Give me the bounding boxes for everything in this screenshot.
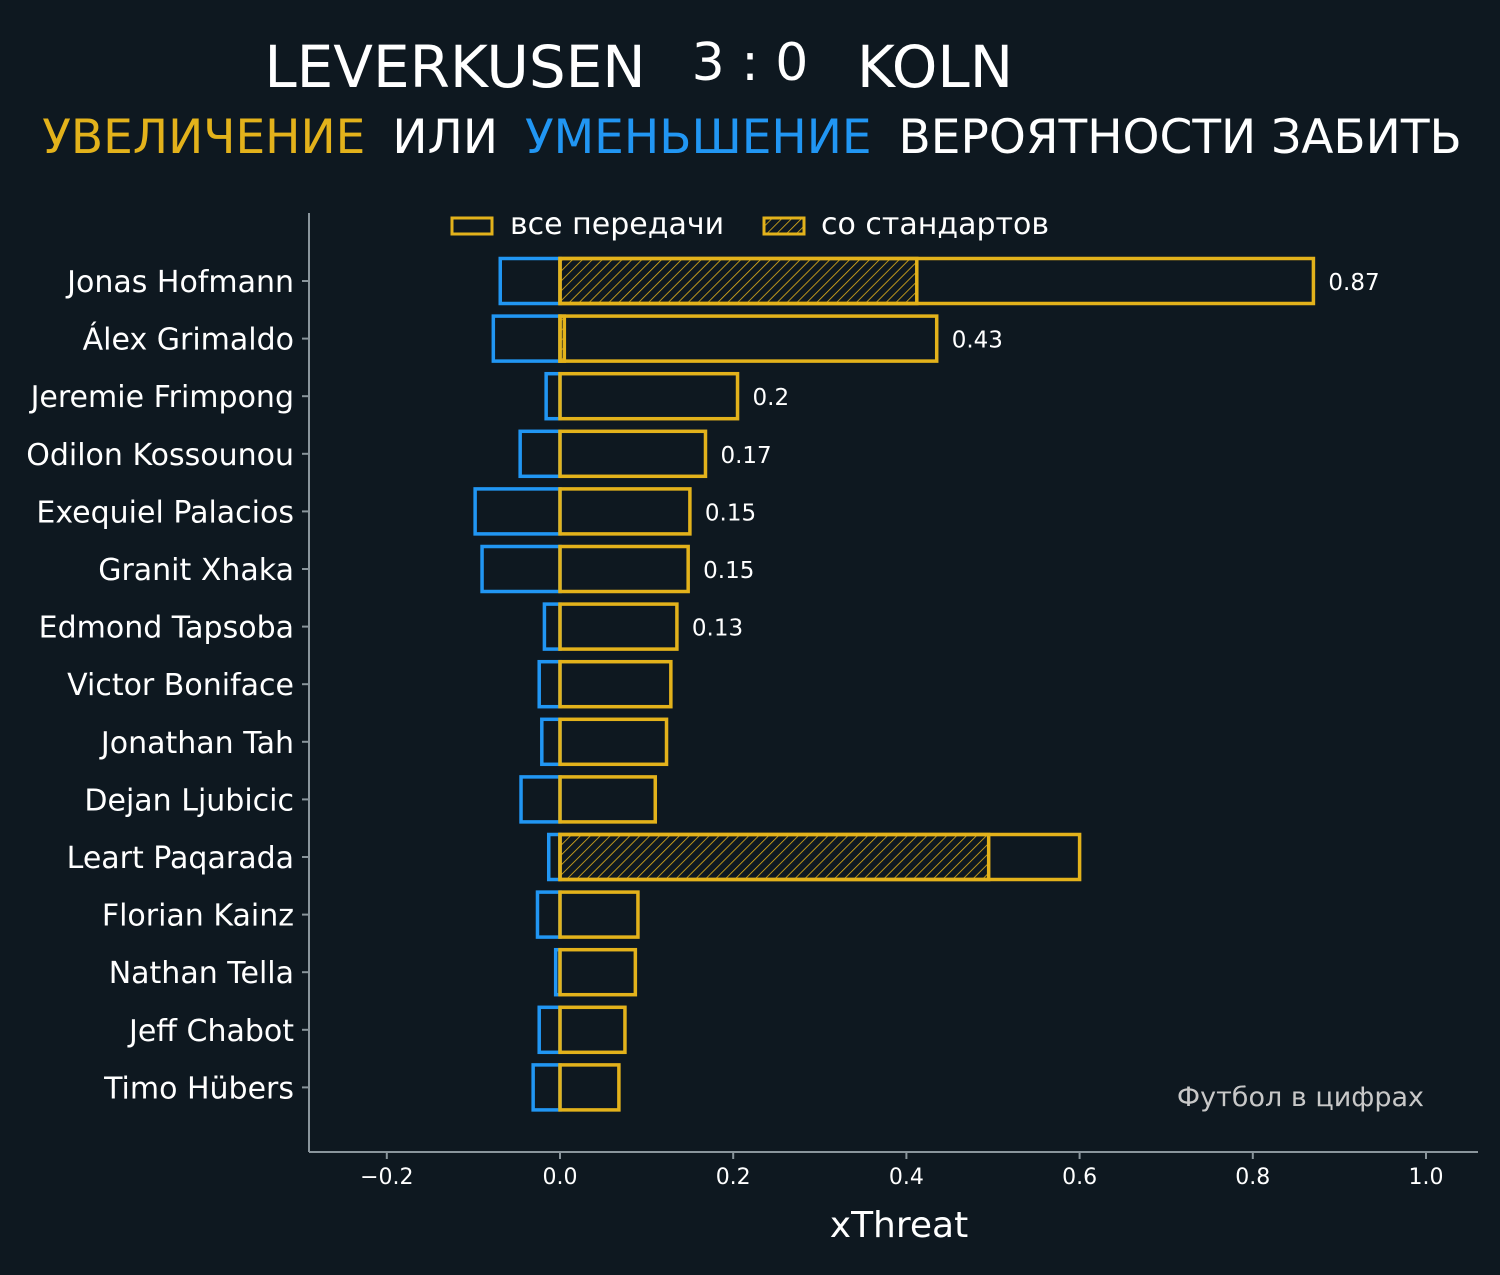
- legend-swatch-all-passes: [450, 216, 494, 236]
- player-label-jonas-hofmann: Jonas Hofmann: [65, 265, 294, 300]
- bar-positive-jonathan-tah: [558, 717, 669, 767]
- value-label-odilon-kossounou: 0.17: [720, 443, 771, 469]
- value-label-alex-grimaldo: 0.43: [952, 328, 1003, 354]
- bar-set-pieces-leart-paqarada: [558, 832, 991, 882]
- bar-positive-alex-grimaldo: [558, 314, 939, 363]
- value-label-edmond-tapsoba: 0.13: [692, 616, 743, 642]
- player-label-timo-hubers: Timo Hübers: [103, 1071, 294, 1106]
- away-team-title: KOLN: [857, 33, 1013, 101]
- score-title: 3 : 0: [692, 33, 809, 93]
- bar-negative-jonathan-tah: [540, 717, 562, 767]
- value-label-exequiel-palacios: 0.15: [705, 500, 756, 526]
- value-label-granit-xhaka: 0.15: [703, 558, 754, 584]
- x-tick-label: −0.2: [360, 1165, 413, 1190]
- value-label-jonas-hofmann: 0.87: [1328, 270, 1379, 296]
- x-tick-label: 0.6: [1062, 1165, 1097, 1190]
- bar-positive-exequiel-palacios: [558, 487, 692, 536]
- bar-negative-odilon-kossounou: [518, 429, 562, 479]
- bar-positive-jeremie-frimpong: [558, 371, 740, 421]
- bar-negative-jonas-hofmann: [498, 256, 562, 306]
- bar-negative-florian-kainz: [535, 890, 562, 939]
- x-tick-label: 0.4: [889, 1165, 924, 1190]
- bar-positive-victor-boniface: [558, 659, 673, 709]
- y-tick-labels: Jonas Hofmann Álex Grimaldo Jeremie Frimpo…: [26, 265, 309, 1106]
- home-team-title: LEVERKUSEN: [264, 33, 645, 101]
- x-ticks: −0.2 0.0 0.2 0.4 0.6 0.8 1.0: [360, 1152, 1444, 1190]
- subtitle-or: ИЛИ: [392, 110, 498, 165]
- bar-positive-odilon-kossounou: [558, 429, 708, 479]
- bars: [473, 256, 1316, 1112]
- bar-negative-victor-boniface: [537, 659, 562, 709]
- legend-label-set-pieces: со стандартов: [821, 207, 1049, 242]
- player-label-edmond-tapsoba: Edmond Tapsoba: [39, 611, 294, 646]
- x-tick-label: 0.0: [543, 1165, 578, 1190]
- player-label-odilon-kossounou: Odilon Kossounou: [26, 438, 294, 473]
- bar-negative-exequiel-palacios: [473, 487, 562, 536]
- bar-positive-dejan-ljubicic: [558, 775, 658, 824]
- bar-negative-jeff-chabot: [537, 1005, 562, 1055]
- bar-set-pieces-jonas-hofmann: [558, 256, 919, 306]
- bar-positive-timo-hubers: [558, 1063, 621, 1112]
- value-labels: 0.87 0.43 0.2 0.17 0.15 0.15 0.13: [692, 270, 1380, 642]
- bar-negative-granit-xhaka: [480, 544, 562, 594]
- bar-negative-dejan-ljubicic: [519, 775, 562, 824]
- x-tick-label: 1.0: [1409, 1165, 1444, 1190]
- bar-positive-nathan-tella: [558, 947, 638, 997]
- bar-positive-florian-kainz: [558, 890, 640, 939]
- player-label-florian-kainz: Florian Kainz: [102, 899, 294, 934]
- watermark: Футбол в цифрах: [1177, 1082, 1424, 1113]
- subtitle: УВЕЛИЧЕНИЕ ИЛИ УМЕНЬШЕНИЕ ВЕРОЯТНОСТИ ЗА…: [42, 110, 1462, 165]
- subtitle-decrease: УМЕНЬШЕНИЕ: [525, 110, 872, 165]
- player-label-jonathan-tah: Jonathan Tah: [99, 726, 294, 761]
- x-tick-label: 0.2: [716, 1165, 751, 1190]
- player-label-dejan-ljubicic: Dejan Ljubicic: [84, 783, 294, 818]
- player-label-jeff-chabot: Jeff Chabot: [127, 1014, 294, 1049]
- legend: все передачи со стандартов: [450, 207, 1049, 242]
- player-label-granit-xhaka: Granit Xhaka: [98, 553, 294, 588]
- player-label-jeremie-frimpong: Jeremie Frimpong: [29, 380, 294, 415]
- player-label-exequiel-palacios: Exequiel Palacios: [36, 495, 294, 530]
- value-label-jeremie-frimpong: 0.2: [753, 385, 790, 411]
- bar-positive-jeff-chabot: [558, 1005, 627, 1055]
- player-label-alex-grimaldo: Álex Grimaldo: [83, 322, 294, 358]
- legend-swatch-set-pieces: [762, 216, 806, 236]
- legend-label-all-passes: все передачи: [510, 207, 724, 242]
- subtitle-rest: ВЕРОЯТНОСТИ ЗАБИТЬ: [899, 110, 1462, 165]
- x-tick-label: 0.8: [1235, 1165, 1270, 1190]
- bar-negative-timo-hubers: [531, 1063, 562, 1112]
- bar-positive-edmond-tapsoba: [558, 602, 679, 651]
- bar-negative-jeremie-frimpong: [544, 371, 562, 421]
- x-axis-label: xThreat: [830, 1205, 968, 1246]
- player-label-nathan-tella: Nathan Tella: [109, 956, 294, 991]
- player-label-leart-paqarada: Leart Paqarada: [67, 841, 294, 876]
- bar-negative-edmond-tapsoba: [542, 602, 562, 651]
- bar-positive-granit-xhaka: [558, 544, 690, 594]
- bar-positive-leart-paqarada: [558, 832, 1082, 882]
- bar-positive-jonas-hofmann: [558, 256, 1316, 306]
- subtitle-increase: УВЕЛИЧЕНИЕ: [42, 110, 365, 165]
- player-label-victor-boniface: Victor Boniface: [67, 668, 294, 703]
- bar-negative-alex-grimaldo: [491, 314, 562, 363]
